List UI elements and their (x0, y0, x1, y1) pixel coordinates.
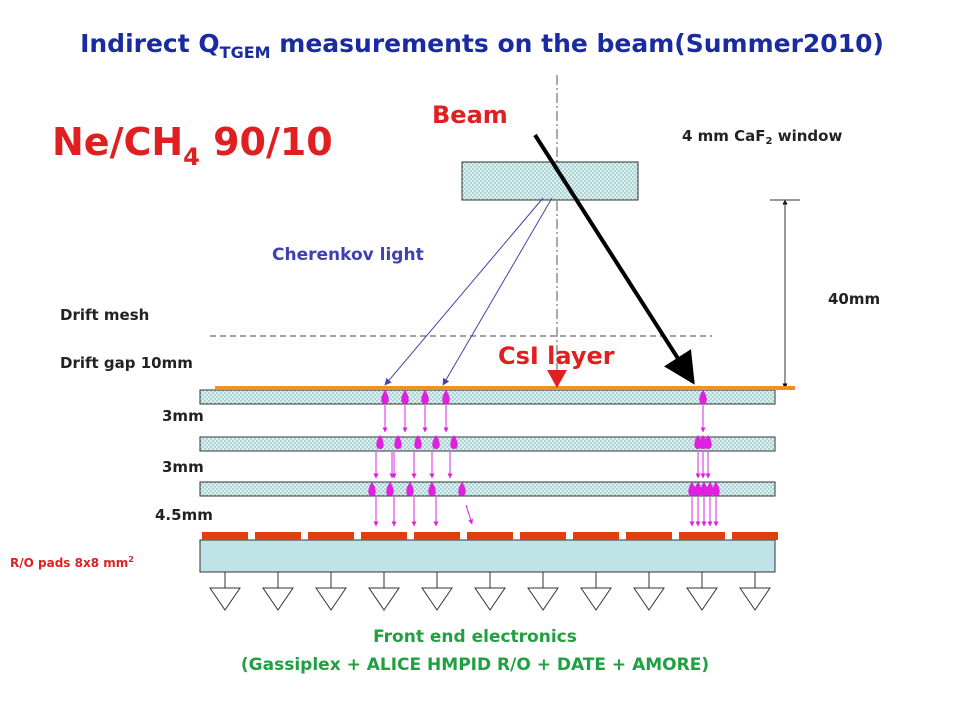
drift-mesh-label: Drift mesh (60, 306, 149, 324)
gem-plate (199, 436, 776, 452)
electronics-channel (686, 587, 718, 611)
beam-arrow (533, 133, 695, 385)
cherenkov-ray (442, 197, 553, 386)
readout-pad (732, 532, 778, 540)
electron-drop (688, 482, 696, 496)
electron-drop (376, 435, 384, 449)
detector (199, 75, 800, 573)
electron-drop (432, 435, 440, 449)
readout-pad (202, 532, 248, 540)
beam-label: Beam (432, 101, 508, 129)
electron-drop (421, 390, 429, 404)
readout-pad (414, 532, 460, 540)
gem-plate (199, 481, 776, 497)
csi-pointer (547, 370, 567, 388)
electron-drop (700, 482, 708, 496)
window-label: 4 mm CaF2 window (682, 127, 842, 147)
electronics-channel (633, 587, 665, 611)
electron-drop (712, 482, 720, 496)
readout-pad (679, 532, 725, 540)
electron-drop (386, 482, 394, 496)
electronics-channel (739, 587, 771, 611)
gem-plate (199, 389, 776, 405)
caf2-window (461, 161, 639, 201)
electron-drop (394, 435, 402, 449)
readout-pad (361, 532, 407, 540)
electron-drop (442, 390, 450, 404)
electron-drop (704, 435, 712, 449)
electron-drop (414, 435, 422, 449)
electronics-label: Front end electronics (373, 627, 577, 647)
title: Indirect QTGEM measurements on the beam(… (80, 29, 884, 62)
electronics-channel (262, 587, 294, 611)
electron-drop (401, 390, 409, 404)
electron-drop (458, 482, 466, 496)
gas-label: Ne/CH4 90/10 (52, 120, 333, 171)
electron-drop (406, 482, 414, 496)
electron-arrow (465, 504, 474, 525)
electron-drop (706, 482, 714, 496)
electronics-channel (209, 587, 241, 611)
electronics-channel (527, 587, 559, 611)
electron-drop (699, 390, 707, 404)
electron-drop (381, 390, 389, 404)
readout-pad (467, 532, 513, 540)
distance-label: 40mm (828, 290, 880, 308)
readout-pad (308, 532, 354, 540)
gap-label: 4.5mm (155, 506, 213, 524)
electronics-channel (315, 587, 347, 611)
electronics-channel (368, 587, 400, 611)
readout-board (199, 539, 776, 573)
cherenkov-label: Cherenkov light (272, 245, 424, 265)
readout-pad (573, 532, 619, 540)
gap-label: 3mm (162, 407, 204, 425)
drift-gap-label: Drift gap 10mm (60, 354, 193, 372)
electronics-channel (421, 587, 453, 611)
csi-label: CsI layer (498, 342, 615, 370)
electronics-channel (580, 587, 612, 611)
electronics-channel (474, 587, 506, 611)
electron-drop (368, 482, 376, 496)
electron-drop (428, 482, 436, 496)
pads-label: R/O pads 8x8 mm2 (10, 555, 134, 570)
electron-drop (694, 482, 702, 496)
readout-pad (255, 532, 301, 540)
gap-label: 3mm (162, 458, 204, 476)
readout-pad (626, 532, 672, 540)
cherenkov-ray (384, 197, 544, 386)
readout-pad (520, 532, 566, 540)
electronics-label: (Gassiplex + ALICE HMPID R/O + DATE + AM… (241, 655, 709, 675)
electron-drop (450, 435, 458, 449)
